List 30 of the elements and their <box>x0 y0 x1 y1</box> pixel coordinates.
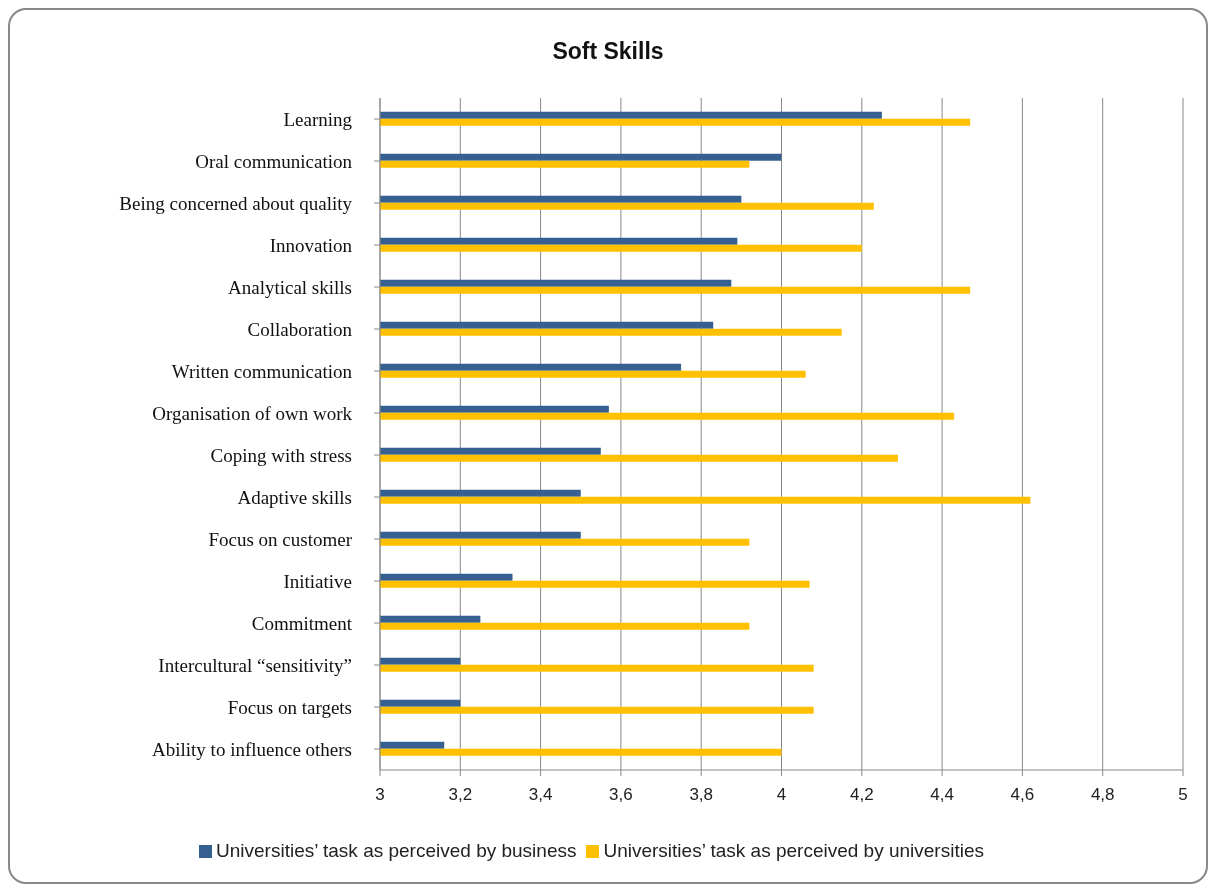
x-tick-label: 4,6 <box>1010 785 1035 805</box>
y-tick-label: Oral communication <box>195 150 353 172</box>
y-tick-label: Written communication <box>171 360 353 382</box>
legend-label: Universities’ task as perceived by universities <box>603 840 984 861</box>
x-tick-label: 4,8 <box>1090 785 1115 805</box>
legend-label: Universities’ task as perceived by business <box>216 840 577 861</box>
x-tick-label: 4,4 <box>930 785 954 805</box>
x-tick-label: 3,8 <box>689 785 714 805</box>
x-tick-label: 4 <box>776 785 787 805</box>
y-tick-label: Commitment <box>251 612 353 634</box>
x-tick-label: 3,2 <box>448 785 473 805</box>
y-tick-label: Analytical skills <box>227 276 352 298</box>
x-tick-label: 3,4 <box>528 785 553 805</box>
x-tick-label: 5 <box>1178 785 1188 805</box>
x-tick-label: 3,6 <box>609 785 633 805</box>
y-tick-label: Innovation <box>269 234 353 256</box>
y-tick-label: Ability to influence others <box>152 738 352 760</box>
y-tick-label: Learning <box>283 108 353 130</box>
y-tick-label: Coping with stress <box>210 444 352 466</box>
chart-title: Soft Skills <box>551 38 665 65</box>
y-tick-label: Focus on customer <box>208 528 353 550</box>
y-tick-label: Focus on targets <box>227 696 352 718</box>
y-tick-label: Adaptive skills <box>237 486 352 508</box>
y-tick-label: Organisation of own work <box>152 402 353 424</box>
y-tick-label: Intercultural “sensitivity” <box>158 654 352 676</box>
x-tick-label: 3 <box>375 785 385 805</box>
x-tick-label: 4,2 <box>849 785 874 805</box>
y-tick-label: Being concerned about quality <box>119 192 353 214</box>
y-tick-label: Initiative <box>283 570 352 592</box>
y-tick-label: Collaboration <box>247 318 353 340</box>
